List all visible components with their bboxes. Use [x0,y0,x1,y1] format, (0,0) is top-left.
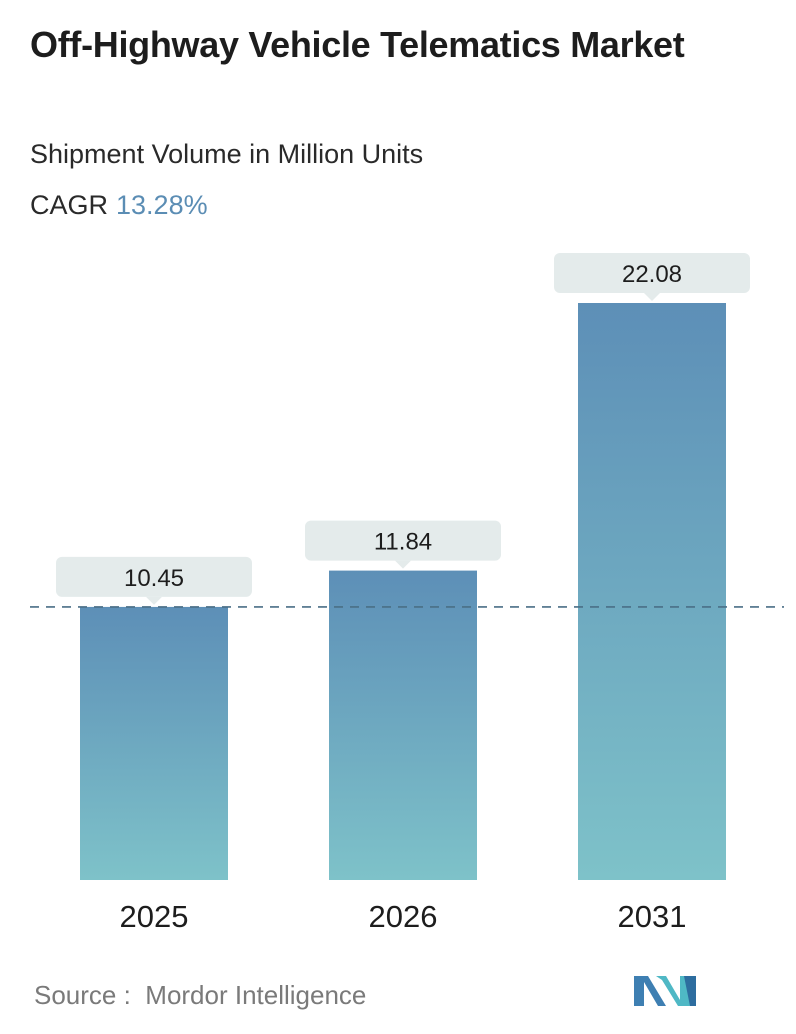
cagr-label: CAGR [30,190,109,220]
data-label-pointer [644,293,660,301]
data-label-2025: 10.45 [56,556,252,605]
x-tick-2026: 2026 [369,899,438,934]
x-tick-2025: 2025 [120,899,189,934]
data-label-2031: 22.08 [554,253,750,301]
data-label-pointer [146,596,162,605]
cagr-line: CAGR 13.28% [30,190,208,221]
data-label-pointer [395,560,411,569]
mordor-intelligence-logo-icon [634,976,696,1006]
data-label-text: 22.08 [622,261,682,288]
data-labels-layer: 10.45 11.84 22.08 [56,253,750,605]
data-label-2026: 11.84 [305,520,501,569]
data-label-text: 10.45 [124,565,184,592]
source-label: Source : [34,980,131,1010]
data-label-box [56,556,252,597]
data-label-text: 11.84 [374,529,432,556]
bar-2026 [329,570,477,880]
x-tick-2031: 2031 [618,899,687,934]
chart-title: Off-Highway Vehicle Telematics Market [30,24,685,65]
source-line: Source : Mordor Intelligence [34,980,366,1011]
bar-chart: 10.45 11.84 22.08 2025 2026 2031 [30,253,784,934]
bar-2025 [80,606,228,880]
x-axis-ticks: 2025 2026 2031 [120,899,687,934]
data-label-box [305,520,501,561]
bar-2031 [578,303,726,880]
bars-layer [80,303,726,880]
source-name: Mordor Intelligence [145,980,367,1010]
chart-subtitle: Shipment Volume in Million Units [30,139,424,169]
data-label-box [554,253,750,293]
cagr-value: 13.28% [116,190,208,220]
